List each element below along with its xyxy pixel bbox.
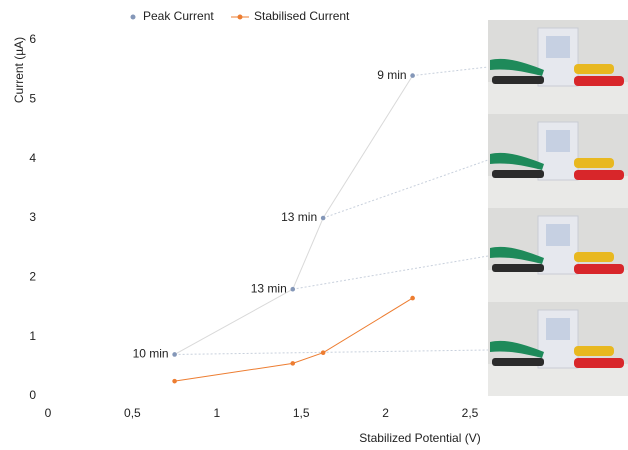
y-tick-label: 1 — [29, 329, 36, 343]
y-axis-title: Current (µA) — [12, 37, 26, 103]
photos — [488, 20, 628, 396]
data-point — [172, 379, 177, 384]
x-tick-label: 0 — [45, 406, 52, 420]
point-label: 13 min — [251, 281, 287, 295]
point-label: 10 min — [133, 347, 169, 361]
y-tick-label: 0 — [29, 388, 36, 402]
data-point — [290, 361, 295, 366]
y-tick-label: 5 — [29, 92, 36, 106]
connector — [293, 256, 488, 289]
series-line — [175, 298, 413, 381]
data-point — [321, 350, 326, 355]
data-point — [410, 73, 415, 78]
x-axis-title: Stabilized Potential (V) — [359, 431, 480, 445]
y-tick-label: 4 — [29, 151, 36, 165]
legend-label: Stabilised Current — [254, 9, 350, 23]
point-label: 9 min — [377, 68, 406, 82]
y-tick-label: 6 — [29, 32, 36, 46]
data-point — [410, 296, 415, 301]
connector — [323, 160, 488, 218]
connector — [175, 350, 488, 354]
legend-marker — [131, 15, 136, 20]
y-tick-label: 3 — [29, 210, 36, 224]
x-tick-label: 2,5 — [462, 406, 479, 420]
data-point — [321, 216, 326, 221]
x-tick-label: 1,5 — [293, 406, 310, 420]
legend-label: Peak Current — [143, 9, 214, 23]
x-tick-label: 0,5 — [124, 406, 141, 420]
point-label: 13 min — [281, 210, 317, 224]
data-point — [172, 352, 177, 357]
chart: Current (µA) Stabilized Potential (V) 0 1… — [0, 0, 628, 450]
x-tick-label: 1 — [213, 406, 220, 420]
connector — [413, 67, 488, 76]
legend-marker — [238, 15, 243, 20]
x-tick-label: 2 — [382, 406, 389, 420]
data-point — [290, 287, 295, 292]
y-tick-label: 2 — [29, 270, 36, 284]
